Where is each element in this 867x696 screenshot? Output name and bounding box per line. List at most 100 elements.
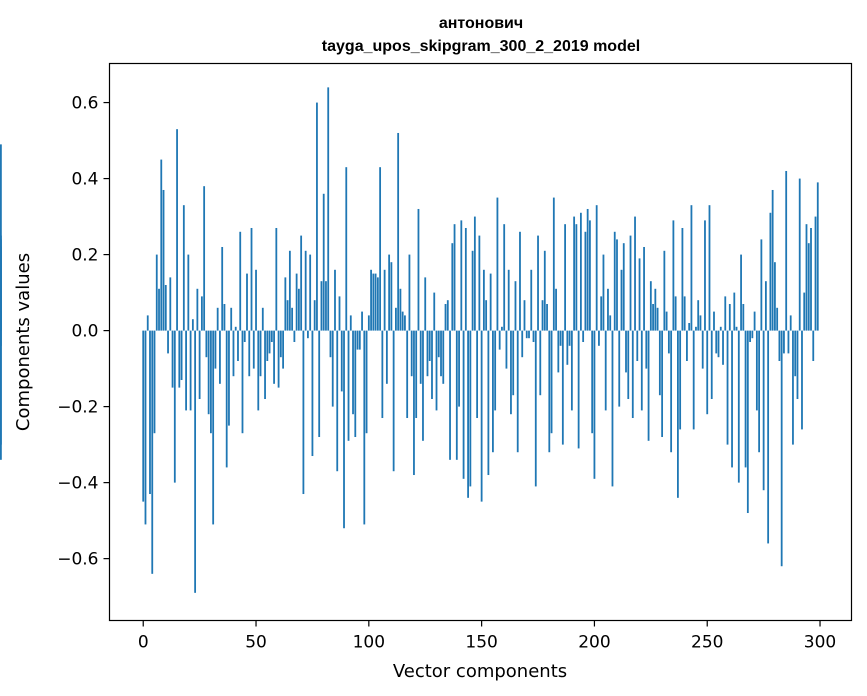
bar-179 <box>546 304 548 331</box>
bar-1 <box>144 330 147 525</box>
bar-131 <box>437 330 440 358</box>
bar-28 <box>205 330 208 358</box>
bar-292 <box>801 330 803 430</box>
bar-266 <box>742 304 745 331</box>
bar-116 <box>404 315 406 331</box>
bar-137 <box>451 243 454 331</box>
bar-297 <box>812 330 815 361</box>
bar-14 <box>173 330 176 483</box>
bar-293 <box>803 292 806 331</box>
bar-89 <box>343 330 345 529</box>
bar-276 <box>764 281 767 331</box>
bar-60 <box>277 330 280 388</box>
bar-7 <box>158 288 160 331</box>
bar-272 <box>755 330 758 411</box>
y-axis-label: Components values <box>13 253 34 431</box>
bar-169 <box>523 300 526 331</box>
bar-191 <box>573 216 576 331</box>
bar-275 <box>762 330 765 491</box>
bar-255 <box>717 330 720 358</box>
bar-224 <box>647 330 650 441</box>
bar-104 <box>376 277 379 331</box>
bar-249 <box>704 220 706 331</box>
bar-25 <box>198 330 201 400</box>
bar-288 <box>792 330 794 445</box>
bar-175 <box>537 235 539 331</box>
bar-73 <box>307 330 309 339</box>
bar-127 <box>428 330 431 361</box>
bar-6 <box>155 254 158 331</box>
bar-42 <box>237 330 239 361</box>
bar-154 <box>489 273 492 331</box>
bar-247 <box>699 315 702 331</box>
bar-87 <box>338 296 341 331</box>
bar-271 <box>753 311 756 331</box>
bar-36 <box>223 304 226 331</box>
bar-4 <box>151 330 154 574</box>
bar-161 <box>505 330 508 369</box>
bar-231 <box>663 250 666 331</box>
bar-147 <box>473 216 476 331</box>
bar-146 <box>471 250 474 331</box>
bar-228 <box>656 307 659 331</box>
bar-188 <box>566 330 569 365</box>
bar-20 <box>187 254 190 331</box>
bar-32 <box>214 330 217 369</box>
bar-170 <box>525 330 528 339</box>
bar-101 <box>370 269 372 331</box>
bar-220 <box>638 258 641 331</box>
bar-208 <box>611 330 614 487</box>
bar-238 <box>679 330 682 430</box>
bar-128 <box>431 330 433 400</box>
bar-168 <box>521 330 524 358</box>
bar-134 <box>444 304 447 331</box>
bar-185 <box>559 330 562 346</box>
bar-225 <box>649 281 652 331</box>
bar-171 <box>528 330 530 339</box>
bar-279 <box>771 189 774 331</box>
bar-126 <box>426 330 429 377</box>
bar-92 <box>349 315 352 331</box>
bar-105 <box>379 167 382 331</box>
y-tick-label: 0.4 <box>71 170 98 190</box>
bar-166 <box>516 330 519 453</box>
bar-81 <box>325 281 327 331</box>
bar-269 <box>749 330 751 342</box>
bar-237 <box>677 330 679 498</box>
bar-97 <box>361 311 363 331</box>
bar-148 <box>476 330 479 419</box>
bar-50 <box>255 269 257 331</box>
bar-140 <box>458 330 460 407</box>
bar-233 <box>667 330 670 354</box>
bar-259 <box>726 330 729 445</box>
y-tick-label: 0.0 <box>71 322 98 342</box>
bar-230 <box>661 330 664 438</box>
bar-119 <box>410 330 413 377</box>
bar-8 <box>160 159 163 331</box>
bar-103 <box>374 273 377 331</box>
bar-56 <box>268 330 271 354</box>
bar-180 <box>548 330 551 453</box>
bar-198 <box>589 220 591 331</box>
bar-138 <box>453 224 456 331</box>
bar-211 <box>618 330 621 407</box>
bar-206 <box>607 288 609 331</box>
bar-143 <box>464 227 467 331</box>
bar-33 <box>216 307 219 331</box>
bar-306 <box>0 246 2 331</box>
bar-216 <box>629 235 632 331</box>
bar-45 <box>243 330 246 342</box>
bar-283 <box>780 330 783 567</box>
bar-35 <box>221 246 224 331</box>
bar-13 <box>171 330 174 388</box>
bar-213 <box>622 243 625 331</box>
bar-251 <box>708 205 711 331</box>
bar-3 <box>149 330 151 495</box>
bar-120 <box>413 330 415 476</box>
bar-286 <box>787 330 790 354</box>
bar-121 <box>415 330 418 419</box>
bar-203 <box>600 296 603 331</box>
bar-12 <box>169 277 172 331</box>
bar-199 <box>591 330 594 434</box>
